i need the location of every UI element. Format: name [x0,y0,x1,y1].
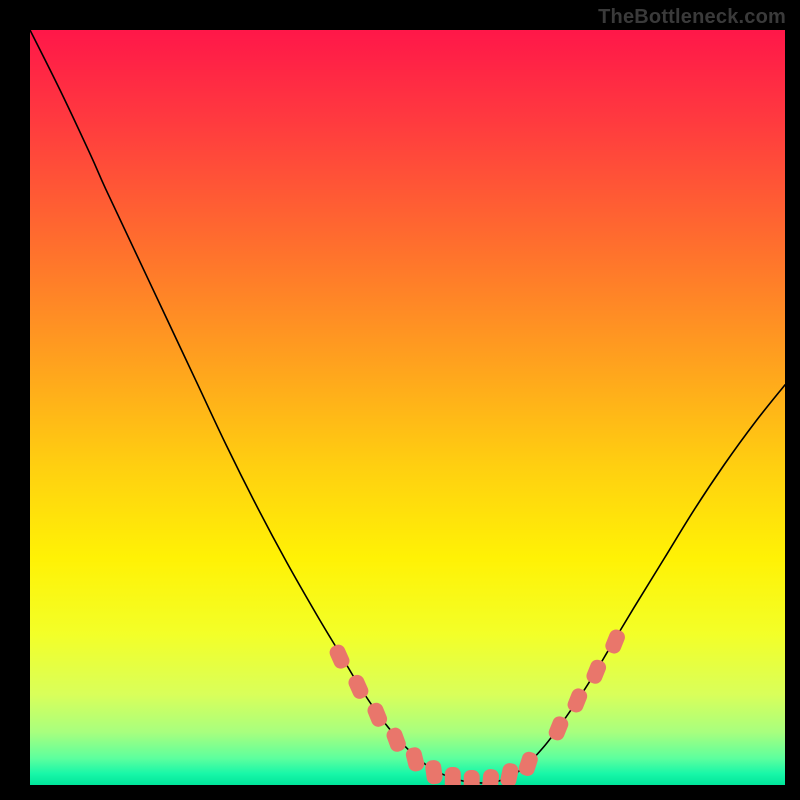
watermark-label: TheBottleneck.com [598,6,786,29]
bottleneck-curve-chart [0,0,800,800]
plot-background [30,30,785,785]
chart-container: TheBottleneck.com [0,0,800,800]
